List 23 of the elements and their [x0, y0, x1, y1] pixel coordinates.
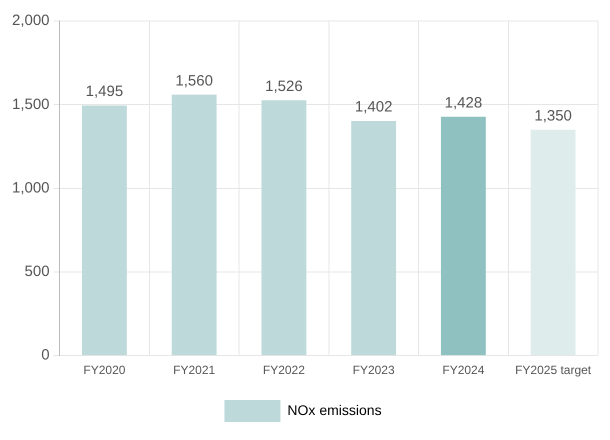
- y-tick-label: 2,000: [12, 12, 50, 30]
- legend-label: NOx emissions: [287, 402, 382, 418]
- y-tick-label: 1,000: [12, 179, 50, 196]
- text: 1,495: [86, 83, 124, 100]
- text: 1,560: [175, 72, 213, 90]
- bar: [82, 105, 127, 356]
- x-tick-label: FY2021: [173, 363, 216, 378]
- bar: [261, 100, 306, 356]
- text: 1,428: [444, 94, 482, 112]
- text: 1,402: [354, 98, 392, 116]
- text: 1,526: [265, 78, 303, 95]
- x-tick-label: FY2024: [442, 363, 485, 378]
- bar: [440, 116, 486, 356]
- bar: [351, 121, 396, 356]
- bar: [172, 94, 217, 356]
- x-tick-label: FY2023: [352, 363, 395, 378]
- x-tick-label: FY2025 target: [515, 363, 592, 378]
- y-tick-label: 500: [24, 263, 50, 280]
- x-tick-label: FY2022: [262, 363, 306, 378]
- x-tick-label: FY2020: [83, 363, 126, 378]
- y-tick-label: 0: [41, 346, 50, 364]
- text: 1,350: [534, 107, 572, 124]
- y-tick-label: 1,500: [12, 96, 50, 113]
